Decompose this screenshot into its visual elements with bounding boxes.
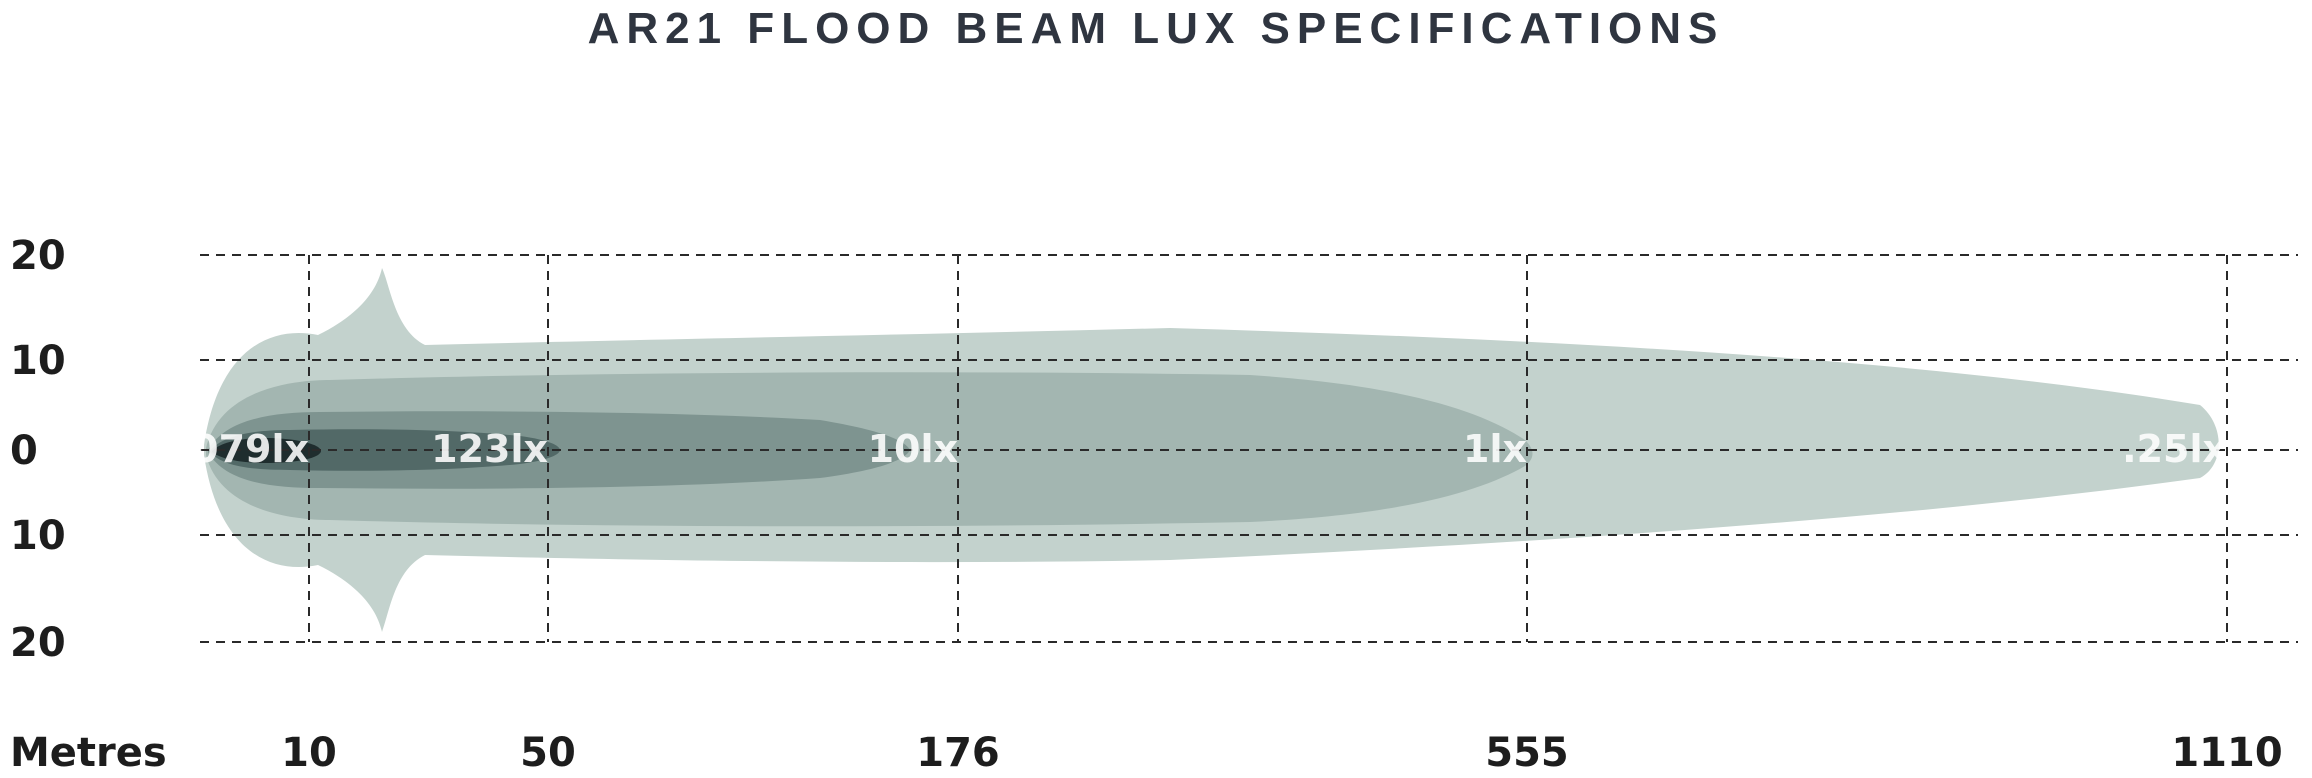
y-tick-label: 0: [10, 428, 38, 474]
lux-label: 1lx: [1463, 427, 1527, 471]
lux-label: 3079lx: [166, 427, 309, 471]
x-tick-label: 1110: [2171, 730, 2282, 776]
x-tick-label: 555: [1485, 730, 1569, 776]
x-tick-label: 10: [281, 730, 337, 776]
x-tick-label: 50: [520, 730, 576, 776]
y-tick-label: 20: [10, 620, 66, 666]
y-tick-label: 10: [10, 338, 66, 384]
y-tick-label: 20: [10, 233, 66, 279]
y-tick-label: 10: [10, 513, 66, 559]
lux-label: 123lx: [431, 427, 548, 471]
lux-labels: .25lx 1lx 10lx 123lx 3079lx: [166, 427, 2227, 471]
lux-label: .25lx: [2122, 427, 2227, 471]
x-axis-label: Metres: [10, 730, 167, 776]
y-axis-ticks: 20 10 0 10 20: [10, 233, 66, 666]
lux-label: 10lx: [868, 427, 958, 471]
x-axis-ticks: Metres 10 50 176 555 1110: [10, 730, 2283, 776]
grid-lines: [200, 254, 2298, 643]
chart-title: AR21 FLOOD BEAM LUX SPECIFICATIONS: [587, 4, 1725, 53]
x-tick-label: 176: [916, 730, 1000, 776]
